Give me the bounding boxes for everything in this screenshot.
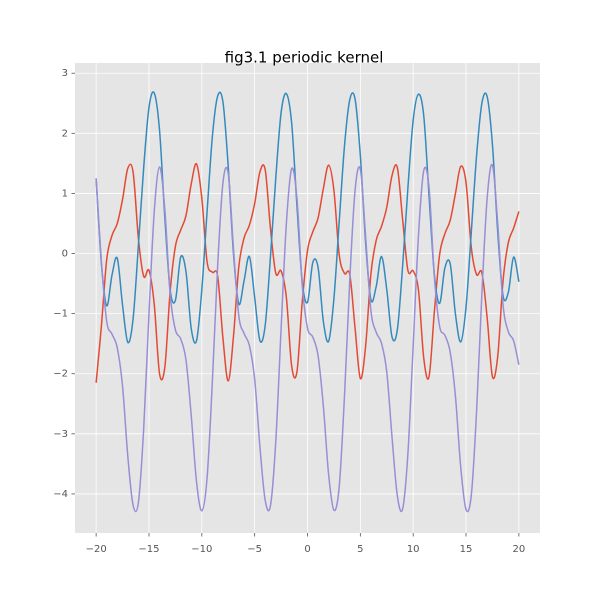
y-tick-label: −1 — [53, 309, 68, 320]
x-tick-label: 20 — [512, 544, 525, 555]
x-tick-label: 15 — [460, 544, 473, 555]
x-tick-label: −15 — [138, 544, 159, 555]
y-tick-label: −2 — [53, 369, 68, 380]
x-tick-label: −20 — [86, 544, 107, 555]
chart-title: fig3.1 periodic kernel — [225, 49, 384, 67]
x-tick-label: 0 — [304, 544, 310, 555]
y-tick-label: 0 — [62, 249, 68, 260]
y-tick-label: −3 — [53, 429, 68, 440]
x-tick-label: −10 — [191, 544, 212, 555]
line-series — [95, 163, 520, 383]
y-tick-label: −4 — [53, 489, 68, 500]
y-tick-label: 2 — [62, 128, 68, 139]
x-tick-label: 10 — [407, 544, 420, 555]
y-tick-label: 3 — [62, 68, 68, 79]
x-tick-label: 5 — [357, 544, 363, 555]
line-series — [95, 163, 520, 513]
x-tick-label: −5 — [247, 544, 262, 555]
y-tick-label: 1 — [62, 188, 68, 199]
